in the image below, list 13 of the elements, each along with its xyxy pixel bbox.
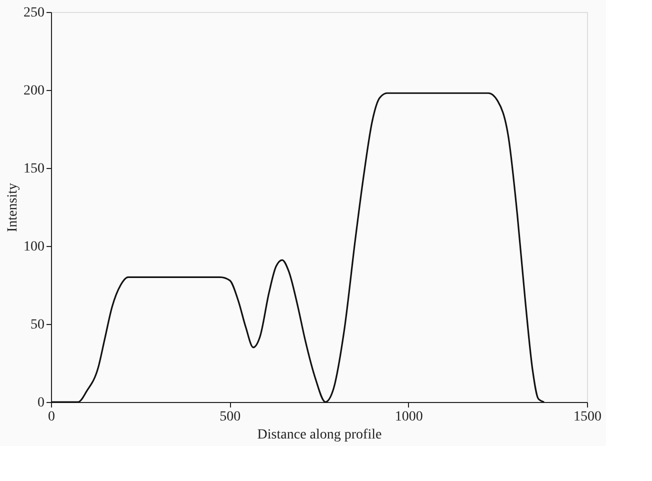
x-tick-label: 1000 [394,410,423,424]
x-tick-label: 0 [48,410,55,424]
y-tick-label: 0 [38,396,44,410]
x-tick-label: 500 [220,410,241,424]
y-tick-label: 200 [24,84,44,98]
y-axis-title: Intensity [6,183,20,232]
y-tick-label: 50 [30,318,44,332]
y-tick-label: 100 [24,240,44,254]
y-tick-label: 250 [24,6,44,20]
x-axis-title: Distance along profile [257,428,382,442]
y-tick-label: 150 [24,162,44,176]
line-series [50,92,545,403]
x-tick-label: 1500 [574,410,602,424]
